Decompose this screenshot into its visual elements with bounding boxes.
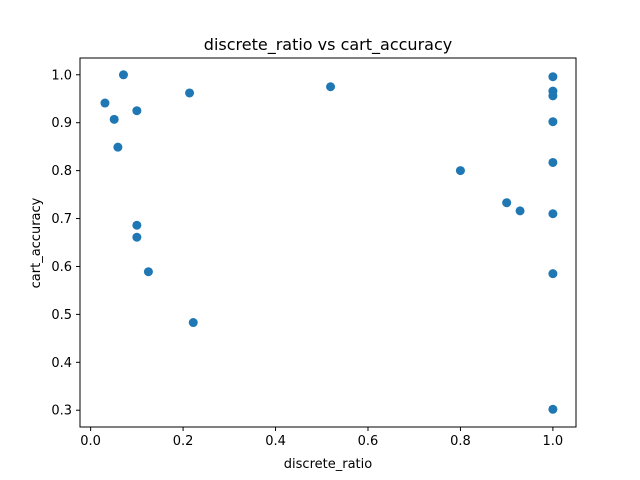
y-tick-label: 0.4 xyxy=(51,356,72,371)
data-point xyxy=(132,106,142,116)
x-tick-label: 0.4 xyxy=(265,434,286,449)
data-point xyxy=(548,209,558,219)
data-point xyxy=(188,318,198,328)
data-point xyxy=(548,91,558,101)
data-point xyxy=(548,72,558,82)
y-tick-label: 0.5 xyxy=(51,308,72,323)
data-point xyxy=(118,70,128,80)
data-point xyxy=(113,142,123,152)
y-axis-title: cart_accuracy xyxy=(29,197,44,288)
y-tick-label: 0.7 xyxy=(51,212,72,227)
x-tick-label: 0.2 xyxy=(173,434,194,449)
y-tick-label: 0.3 xyxy=(51,404,72,419)
data-points xyxy=(100,70,558,414)
x-axis-title: discrete_ratio xyxy=(284,457,372,472)
data-point xyxy=(109,114,119,124)
y-tick-label: 0.9 xyxy=(51,116,72,131)
data-point xyxy=(185,88,195,98)
x-tick-label: 0.8 xyxy=(450,434,471,449)
plot-area xyxy=(79,57,577,428)
data-point xyxy=(548,404,558,414)
data-point xyxy=(548,117,558,127)
data-point xyxy=(548,157,558,167)
y-tick-label: 0.6 xyxy=(51,260,72,275)
x-tick-label: 0.0 xyxy=(80,434,101,449)
data-point xyxy=(455,166,465,176)
y-axis: 0.3 0.4 0.5 0.6 0.7 0.8 0.9 1.0 xyxy=(51,68,80,419)
chart-title: discrete_ratio vs cart_accuracy xyxy=(204,35,452,55)
data-point xyxy=(515,206,525,216)
data-point xyxy=(548,269,558,279)
axes-frame xyxy=(79,57,577,428)
y-tick-label: 1.0 xyxy=(51,68,72,83)
data-point xyxy=(326,82,336,92)
data-point xyxy=(100,98,110,108)
x-tick-label: 1.0 xyxy=(543,434,564,449)
x-tick-label: 0.6 xyxy=(358,434,379,449)
data-point xyxy=(132,220,142,230)
y-tick-label: 0.8 xyxy=(51,164,72,179)
data-point xyxy=(132,232,142,242)
data-point xyxy=(143,267,153,277)
data-point xyxy=(502,198,512,208)
x-axis: 0.0 0.2 0.4 0.6 0.8 1.0 xyxy=(80,427,563,449)
